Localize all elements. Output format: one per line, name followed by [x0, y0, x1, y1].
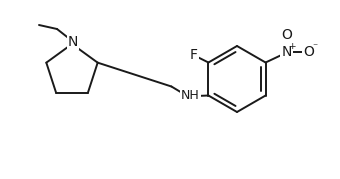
- Text: O: O: [303, 45, 314, 59]
- Text: N: N: [68, 35, 78, 49]
- Text: O: O: [281, 28, 292, 42]
- Text: N: N: [282, 45, 292, 59]
- Text: +: +: [288, 42, 295, 51]
- Text: ⁻: ⁻: [312, 42, 317, 52]
- Text: NH: NH: [181, 89, 200, 102]
- Text: F: F: [189, 47, 198, 62]
